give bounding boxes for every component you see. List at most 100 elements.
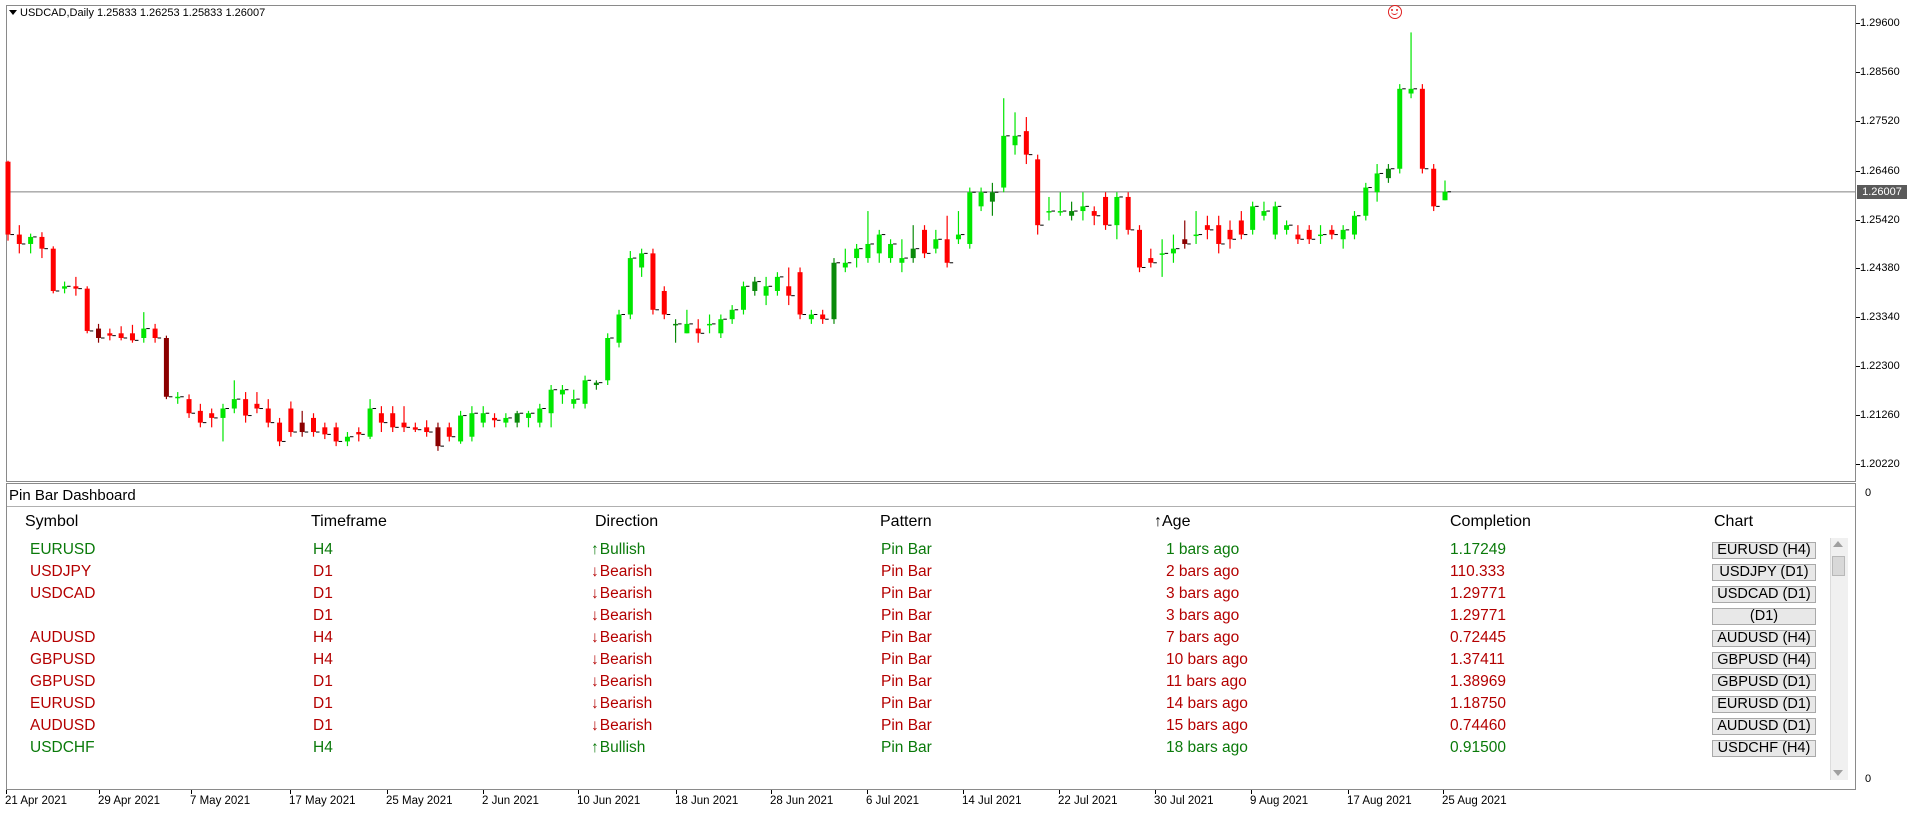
candle — [503, 413, 512, 428]
column-header-pattern[interactable]: Pattern — [880, 513, 932, 530]
candle — [412, 422, 422, 433]
candle — [854, 243, 863, 268]
candle — [661, 286, 671, 320]
candle — [458, 410, 467, 444]
candle — [1227, 220, 1237, 249]
open-chart-button[interactable]: AUDUSD (H4) — [1712, 630, 1816, 647]
candle — [582, 375, 592, 409]
completion-cell: 1.17249 — [1450, 541, 1507, 558]
candle — [752, 276, 761, 296]
candle — [514, 410, 524, 428]
dropdown-triangle-icon[interactable] — [9, 10, 17, 15]
open-chart-button[interactable]: GBPUSD (D1) — [1712, 674, 1816, 691]
candle — [1159, 239, 1169, 277]
candle — [639, 248, 648, 277]
candle — [616, 309, 626, 348]
column-header-completion[interactable]: Completion — [1450, 513, 1531, 530]
candle — [378, 406, 388, 433]
symbol-cell: AUDUSD — [30, 629, 96, 646]
time-tick-mark — [191, 790, 192, 794]
column-header-symbol[interactable]: Symbol — [25, 513, 79, 530]
symbol-cell: GBPUSD — [30, 673, 96, 690]
candle — [820, 309, 829, 324]
symbol-cell: USDCAD — [30, 585, 96, 602]
open-chart-button[interactable]: GBPUSD (H4) — [1712, 652, 1816, 669]
age-cell: 3 bars ago — [1166, 585, 1240, 602]
candle — [1204, 215, 1214, 240]
time-tick-label: 21 Apr 2021 — [5, 795, 68, 807]
candle — [922, 225, 931, 259]
time-tick-label: 30 Jul 2021 — [1154, 795, 1214, 807]
pattern-cell: Pin Bar — [881, 651, 932, 668]
price-tick-label: 1.29600 — [1860, 17, 1900, 29]
open-chart-button[interactable]: EURUSD (D1) — [1712, 696, 1816, 713]
time-tick-label: 9 Aug 2021 — [1250, 795, 1309, 807]
candle — [333, 422, 343, 447]
time-tick-mark — [578, 790, 579, 794]
open-chart-button[interactable]: USDCHF (H4) — [1712, 740, 1816, 757]
open-chart-button[interactable]: USDCAD (D1) — [1712, 586, 1816, 603]
age-cell: 18 bars ago — [1166, 739, 1248, 756]
price-tick-label: 1.27520 — [1860, 114, 1900, 127]
candle — [1035, 154, 1044, 235]
price-tick-label: 1.25420 — [1860, 213, 1900, 226]
candle — [605, 333, 614, 386]
column-header-age[interactable]: ↑Age — [1154, 513, 1191, 530]
symbol-cell: EURUSD — [30, 695, 96, 712]
candle — [356, 427, 365, 442]
age-cell: 3 bars ago — [1166, 607, 1240, 624]
arrow-down-icon: ↓ — [591, 629, 599, 646]
candle — [1216, 215, 1225, 254]
symbol-cell: USDJPY — [30, 563, 92, 580]
candle — [1385, 164, 1395, 183]
column-header-timeframe[interactable]: Timeframe — [311, 513, 387, 530]
candle — [107, 328, 116, 341]
age-cell: 15 bars ago — [1166, 717, 1248, 734]
candle — [231, 380, 241, 414]
candle — [129, 324, 139, 343]
candle — [1046, 196, 1055, 221]
open-chart-button[interactable]: (D1) — [1712, 608, 1816, 625]
time-tick-label: 25 May 2021 — [386, 795, 453, 807]
price-chart[interactable] — [6, 5, 1856, 482]
candle — [650, 248, 659, 315]
time-tick-label: 2 Jun 2021 — [482, 795, 539, 807]
candle — [311, 413, 320, 437]
candle — [1069, 201, 1078, 221]
pattern-cell: Pin Bar — [881, 629, 932, 646]
candle — [571, 389, 580, 409]
symbol-ohlc: USDCAD,Daily 1.25833 1.26253 1.25833 1.2… — [20, 7, 266, 19]
open-chart-button[interactable]: AUDUSD (D1) — [1712, 718, 1816, 735]
scroll-thumb[interactable] — [1832, 556, 1845, 576]
candle — [299, 410, 309, 437]
timeframe-cell: D1 — [313, 695, 333, 712]
scroll-down-arrow-icon[interactable] — [1833, 770, 1843, 776]
candle — [28, 233, 37, 254]
candle — [152, 323, 162, 343]
candle — [729, 305, 739, 324]
arrow-up-icon: ↑ — [591, 739, 599, 756]
scroll-up-arrow-icon[interactable] — [1833, 541, 1843, 547]
candle — [548, 385, 558, 428]
candle — [865, 211, 874, 263]
column-header-chart[interactable]: Chart — [1714, 513, 1754, 530]
candle — [1001, 98, 1010, 193]
open-chart-button[interactable]: USDJPY (D1) — [1712, 564, 1816, 581]
candle — [1182, 220, 1191, 249]
candle — [424, 420, 433, 437]
time-tick-label: 18 Jun 2021 — [675, 795, 739, 807]
time-tick-label: 28 Jun 2021 — [770, 795, 834, 807]
candle — [808, 309, 818, 324]
column-header-direction[interactable]: Direction — [595, 513, 659, 530]
dashboard-scrollbar[interactable] — [1830, 538, 1848, 780]
smiley-icon — [1388, 5, 1402, 19]
direction-cell: ↓Bearish — [591, 717, 653, 734]
pattern-cell: Pin Bar — [881, 563, 932, 580]
open-chart-button[interactable]: EURUSD (H4) — [1712, 542, 1816, 559]
candle — [322, 422, 331, 440]
symbol-cell: USDCHF — [30, 739, 95, 756]
candle — [96, 323, 105, 343]
candle — [842, 248, 852, 273]
candle — [1272, 201, 1282, 240]
candle — [390, 406, 399, 433]
